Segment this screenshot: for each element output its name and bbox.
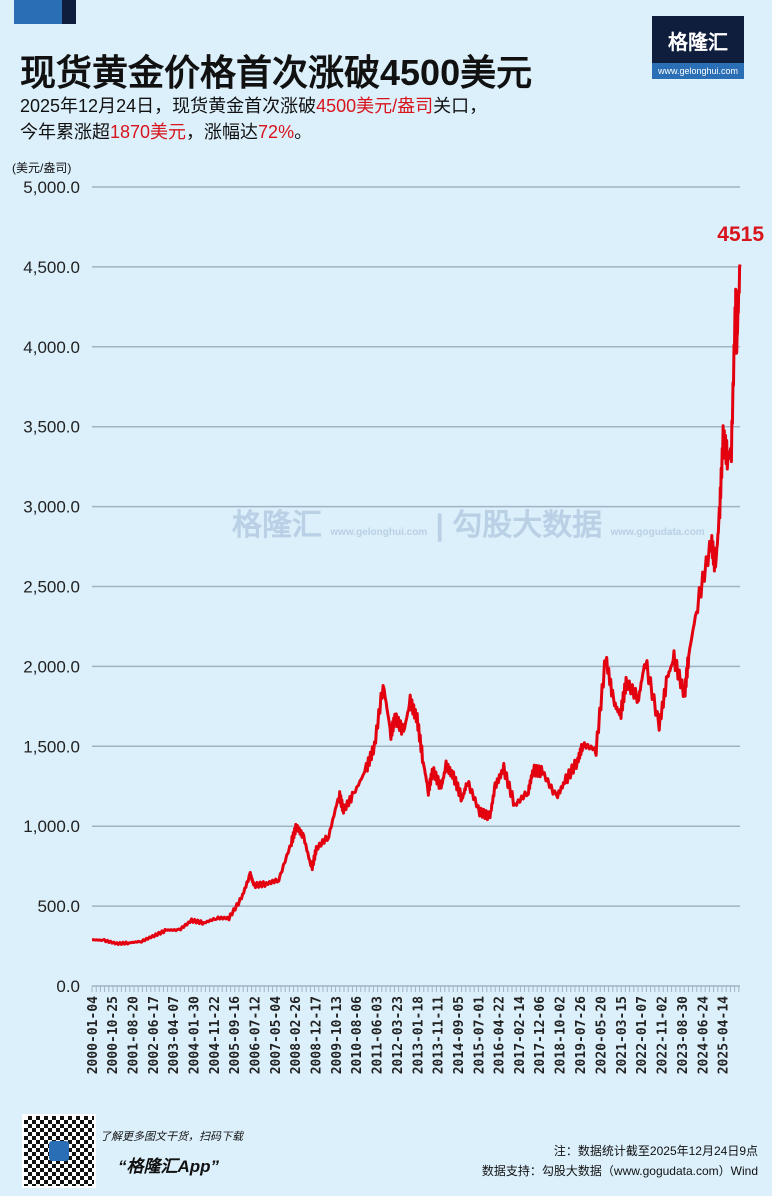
x-tick-label: 2012-03-23	[391, 996, 406, 1074]
header-decoration-dark	[62, 0, 76, 24]
qr-code	[22, 1114, 96, 1188]
sub-text: 。	[294, 122, 313, 142]
sub-highlight: 1870美元	[110, 122, 187, 142]
x-tick-label: 2025-04-14	[717, 996, 732, 1074]
x-tick-label: 2020-05-20	[594, 996, 609, 1074]
x-tick-label: 2024-06-24	[697, 996, 712, 1074]
logo-url: www.gelonghui.com	[652, 63, 744, 79]
x-tick-label: 2017-12-06	[533, 996, 548, 1074]
x-tick-label: 2006-07-12	[249, 996, 264, 1074]
data-source: 数据支持：勾股大数据（www.gogudata.com）Wind	[481, 1164, 758, 1178]
data-note: 注：数据统计截至2025年12月24日9点	[553, 1144, 758, 1158]
x-tick-label: 2013-01-18	[411, 996, 426, 1074]
qr-logo-icon	[49, 1141, 69, 1161]
subtitle-line-2: 今年累涨超1870美元，涨幅达72%。	[20, 118, 312, 144]
x-tick-label: 2005-09-16	[228, 996, 243, 1074]
watermark-left: 格隆汇	[232, 509, 322, 542]
x-tick-label: 2022-11-02	[656, 996, 671, 1074]
sub-text: 关口，	[433, 96, 488, 116]
x-tick-label: 2002-06-17	[147, 996, 162, 1074]
logo-text: 格隆汇	[668, 32, 728, 54]
x-tick-label: 2016-04-22	[493, 996, 508, 1074]
price-line	[92, 264, 742, 946]
y-tick-label: 3,500.0	[23, 418, 80, 437]
x-tick-label: 2004-11-22	[208, 996, 223, 1074]
x-tick-label: 2022-01-07	[635, 996, 650, 1074]
x-tick-label: 2000-10-25	[106, 996, 121, 1074]
y-tick-label: 3,000.0	[23, 498, 80, 517]
x-tick-label: 2009-10-13	[330, 996, 345, 1074]
x-tick-label: 2011-06-03	[371, 996, 386, 1074]
y-axis-label: (美元/盎司)	[12, 161, 71, 175]
peak-annotation: 4515	[717, 223, 764, 246]
y-tick-label: 1,000.0	[23, 817, 80, 836]
sub-highlight: 4500美元/盎司	[316, 96, 434, 116]
x-tick-label: 2000-01-04	[86, 996, 101, 1074]
y-tick-label: 2,500.0	[23, 578, 80, 597]
x-tick-label: 2004-01-30	[188, 996, 203, 1074]
x-tick-label: 2007-05-04	[269, 996, 284, 1074]
x-tick-label: 2015-07-01	[472, 996, 487, 1074]
y-tick-label: 0.0	[56, 977, 80, 996]
page-title: 现货黄金价格首次涨破4500美元	[20, 52, 533, 93]
x-tick-label: 2008-02-26	[289, 996, 304, 1074]
y-tick-label: 2,000.0	[23, 657, 80, 676]
gelonghui-logo: 格隆汇 www.gelonghui.com	[652, 16, 744, 79]
qr-text: 了解更多图文干货，扫码下载	[100, 1131, 243, 1143]
sub-highlight: 72%	[258, 122, 295, 142]
sub-text: 2025年12月24日，现货黄金首次涨破	[20, 96, 317, 116]
watermark-right-url: www.gogudata.com	[610, 527, 705, 538]
sub-text: ，涨幅达	[186, 122, 259, 142]
watermark-right: 勾股大数据	[452, 509, 603, 542]
watermark-left-url: www.gelonghui.com	[330, 527, 428, 538]
x-tick-label: 2018-10-02	[554, 996, 569, 1074]
x-tick-label: 2003-04-07	[167, 996, 182, 1074]
app-name: “格隆汇App”	[118, 1157, 220, 1176]
y-tick-label: 4,000.0	[23, 338, 80, 357]
x-tick-label: 2019-07-26	[574, 996, 589, 1074]
sub-text: 今年累涨超	[20, 122, 110, 142]
x-tick-label: 2010-08-06	[350, 996, 365, 1074]
x-tick-label: 2014-09-05	[452, 996, 467, 1074]
x-tick-label: 2013-11-11	[432, 996, 447, 1074]
subtitle-line-1: 2025年12月24日，现货黄金首次涨破4500美元/盎司关口，	[20, 92, 487, 118]
y-tick-label: 500.0	[37, 897, 80, 916]
x-tick-label: 2021-03-15	[615, 996, 630, 1074]
x-tick-label: 2017-02-14	[513, 996, 528, 1074]
y-tick-label: 1,500.0	[23, 737, 80, 756]
x-tick-label: 2023-08-30	[676, 996, 691, 1074]
y-tick-label: 4,500.0	[23, 258, 80, 277]
x-tick-label: 2008-12-17	[309, 996, 324, 1074]
y-tick-label: 5,000.0	[23, 178, 80, 197]
watermark: 格隆汇 www.gelonghui.com | 勾股大数据 www.goguda…	[232, 509, 705, 542]
x-tick-label: 2001-08-20	[127, 996, 142, 1074]
